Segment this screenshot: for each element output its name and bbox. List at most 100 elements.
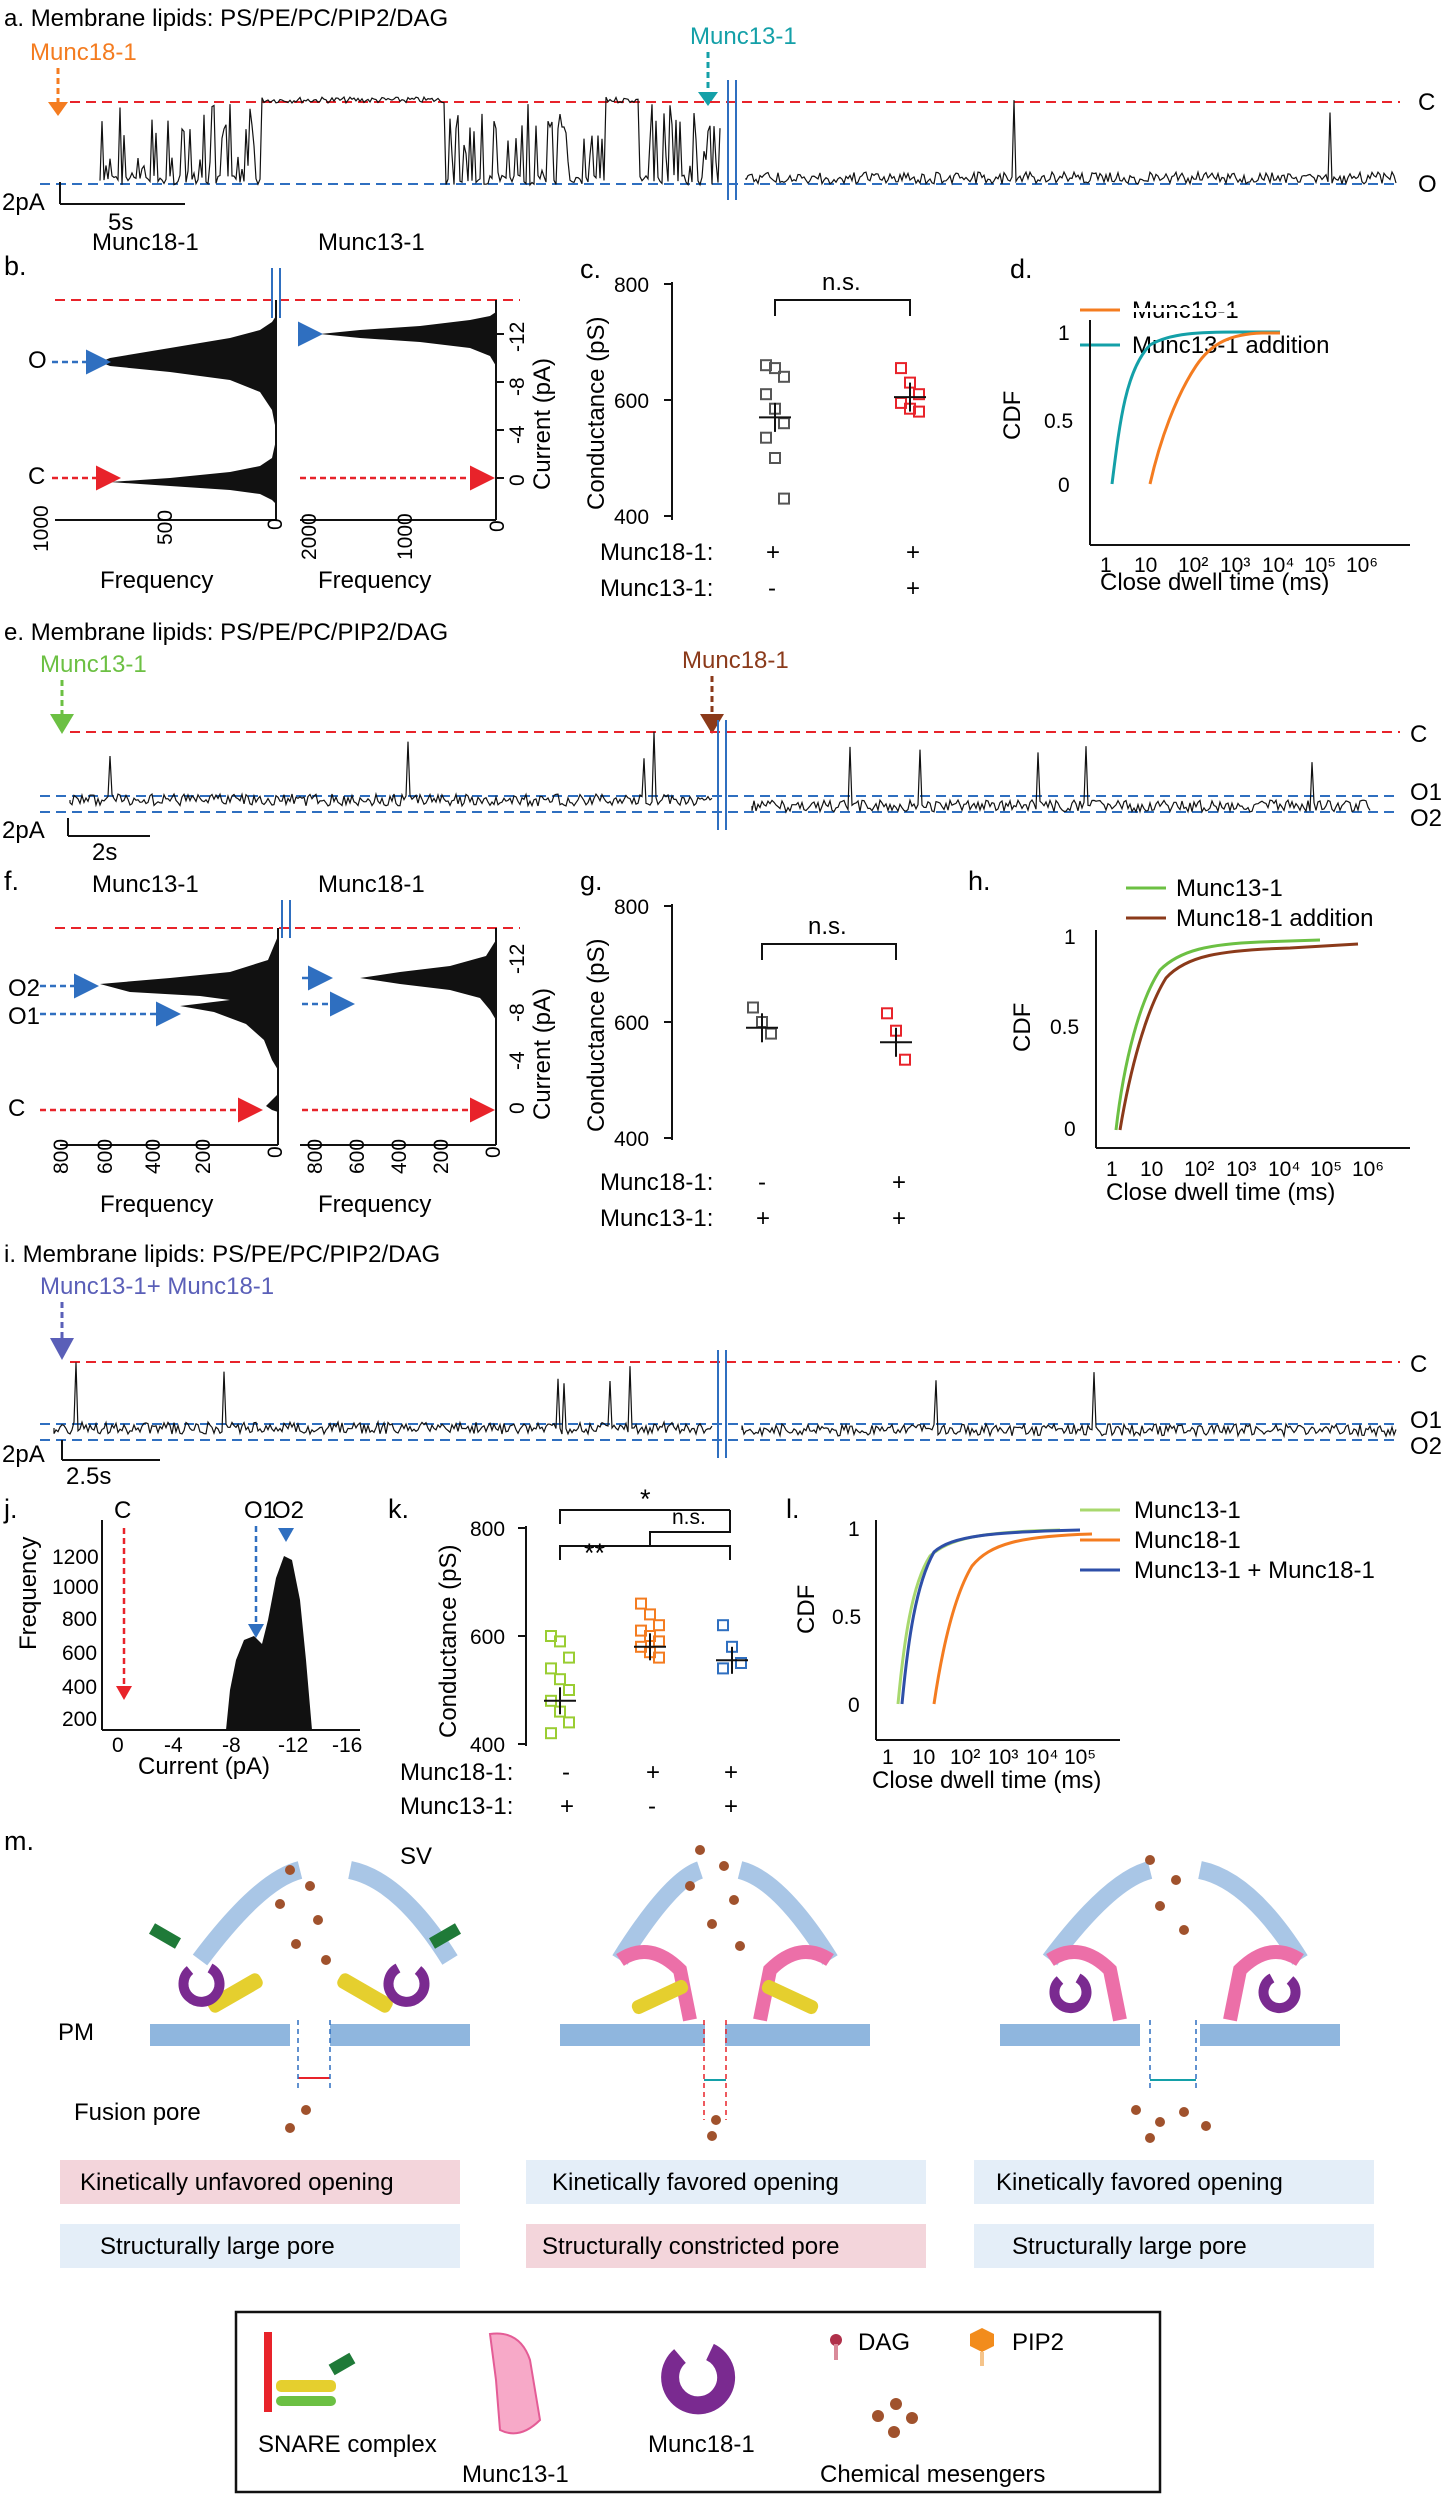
- f-left-tick-3: 200: [192, 1139, 215, 1174]
- j-o1-label: O1: [244, 1497, 276, 1524]
- panel-a-title: a. Membrane lipids: PS/PE/PC/PIP2/DAG: [4, 5, 448, 32]
- c-row2-val-1: +: [906, 575, 920, 602]
- c-row2-val-0: -: [768, 575, 776, 602]
- c-points-series-0-point-5: [778, 417, 790, 430]
- g-row1-val-1: +: [892, 1169, 906, 1196]
- m-legend-dag: DAG: [858, 2329, 910, 2356]
- c-row1-label: Munc18-1:: [600, 539, 713, 566]
- j-c-head: [116, 1686, 132, 1700]
- g-points-series-0-point-0: [747, 1001, 759, 1014]
- l-xtick-1: 10: [912, 1746, 935, 1769]
- d-xlabel: Close dwell time (ms): [1100, 569, 1329, 596]
- k-points-series-0-point-2: [563, 1651, 575, 1664]
- g-ytick-label-400: 400: [614, 1128, 649, 1151]
- m-pm-label: PM: [58, 2019, 94, 2046]
- l-curve-both: [900, 1528, 1081, 1705]
- m1-c2-left: [149, 1923, 181, 1949]
- m1-c2-right: [429, 1923, 461, 1949]
- j-ytick-600: 600: [62, 1642, 97, 1665]
- f-o2-label: O2: [8, 975, 40, 1002]
- d-ytick-05: 0.5: [1044, 410, 1073, 433]
- l-xtick-2: 10²: [950, 1746, 980, 1769]
- f-left-tick-0: 800: [50, 1139, 73, 1174]
- k-points: [544, 1597, 748, 1740]
- j-xtick-0: 0: [112, 1734, 124, 1757]
- f-left-xlabel: Frequency: [100, 1191, 213, 1218]
- m-legend-dag-icon: [830, 2334, 842, 2360]
- d-xtick-3: 10³: [1220, 554, 1250, 577]
- c-ylabel: Conductance (pS): [583, 317, 610, 510]
- e-o2-label: O2: [1410, 805, 1442, 832]
- b-right-tick-2: 0: [486, 520, 509, 532]
- g-row2-label: Munc13-1:: [600, 1205, 713, 1232]
- k-sig-bracket-1: [559, 1545, 731, 1560]
- k-points-series-1-point-1: [644, 1608, 656, 1621]
- j-o2-label: O2: [272, 1497, 304, 1524]
- f-ylabel: Current (pA): [529, 988, 556, 1120]
- j-ytick-800: 800: [62, 1608, 97, 1631]
- l-ytick-0: 0: [848, 1694, 860, 1717]
- k-points-series-0-point-3: [545, 1662, 557, 1675]
- k-letter: k.: [388, 1494, 409, 1524]
- d-curve-munc13: [1110, 330, 1280, 485]
- b-right-open-peak: [320, 312, 496, 366]
- j-ytick-400: 400: [62, 1676, 97, 1699]
- b-right-title: Munc13-1: [318, 229, 425, 256]
- m-scheme-2: Kinetically favored opening Structurally…: [526, 1845, 926, 2268]
- g-points: [746, 1001, 912, 1066]
- d-xtick-6: 10⁶: [1346, 554, 1378, 577]
- b-ytick-label-8: -8: [506, 377, 529, 396]
- g-ylabel: Conductance (pS): [583, 939, 610, 1132]
- k-row2-val-0: +: [560, 1793, 574, 1820]
- c-row1-val-0: +: [766, 539, 780, 566]
- m1-munc18-right: [383, 1963, 430, 2007]
- a-o-label: O: [1418, 171, 1437, 198]
- l-curve-munc18: [932, 1532, 1093, 1705]
- f-ytick-label-4: -4: [506, 1051, 529, 1070]
- k-points-series-2-point-2: [735, 1657, 747, 1669]
- e-scale-y-label: 2pA: [2, 817, 45, 844]
- m2-vesicle: [612, 1861, 838, 1965]
- k-ylabel: Conductance (pS): [435, 1545, 462, 1738]
- j-ytick-1000: 1000: [52, 1576, 99, 1599]
- l-ylabel: CDF: [793, 1585, 820, 1634]
- panel-d: d. Munc18-1 Munc13-1 addition 1 0.5 0 CD…: [999, 254, 1420, 596]
- f-right-tick-0: 800: [304, 1139, 327, 1174]
- h-xtick-0: 1: [1106, 1158, 1118, 1181]
- b-right-tick-0: 2000: [298, 513, 321, 560]
- k-points-series-0-point-8: [563, 1716, 575, 1729]
- panel-e: e. Membrane lipids: PS/PE/PC/PIP2/DAG Mu…: [2, 619, 1442, 866]
- l-xtick-0: 1: [882, 1746, 894, 1769]
- m-scheme-1: Kinetically unfavored opening Structural…: [60, 1861, 470, 2268]
- a-c-label: C: [1418, 89, 1435, 116]
- h-ytick-05: 0.5: [1050, 1016, 1079, 1039]
- h-legend-1: Munc18-1 addition: [1176, 905, 1373, 932]
- h-curve-munc13: [1114, 938, 1321, 1131]
- j-histogram: [226, 1556, 312, 1730]
- m1-messengers: [275, 1865, 331, 2133]
- m-legend-munc13: Munc13-1: [462, 2461, 569, 2488]
- k-ytick-label-800: 800: [470, 1518, 505, 1541]
- m3-vesicle: [1042, 1861, 1308, 1966]
- k-sig-1: **: [584, 1538, 606, 1568]
- b-c-label: C: [28, 463, 45, 490]
- m2-box-1-text: Kinetically favored opening: [552, 2169, 839, 2196]
- e-arrow1-label: Munc13-1: [40, 651, 147, 678]
- d-letter: d.: [1010, 254, 1033, 284]
- f-left-tick-4: 0: [264, 1146, 287, 1158]
- d-legend-1: Munc13-1 addition: [1132, 332, 1329, 359]
- d-xtick-1: 10: [1134, 554, 1157, 577]
- j-ylabel: Frequency: [15, 1537, 42, 1650]
- panel-m: m. SV PM Fusion pore Kinetically unfavor…: [4, 1826, 1374, 2494]
- a-scale-x-label: 5s: [108, 209, 133, 236]
- k-row2-label: Munc13-1:: [400, 1793, 513, 1820]
- i-arrow1-head: [50, 1338, 74, 1360]
- b-right-xlabel: Frequency: [318, 567, 431, 594]
- k-row1-val-2: +: [724, 1759, 738, 1786]
- m-legend-snare: SNARE complex: [258, 2431, 437, 2458]
- panel-f: f. Munc13-1 Munc18-1 800 600 400 200 0 F…: [4, 866, 556, 1218]
- k-row1-val-1: +: [646, 1759, 660, 1786]
- f-right-tick-4: 0: [482, 1146, 505, 1158]
- m3-box-1-text: Kinetically favored opening: [996, 2169, 1283, 2196]
